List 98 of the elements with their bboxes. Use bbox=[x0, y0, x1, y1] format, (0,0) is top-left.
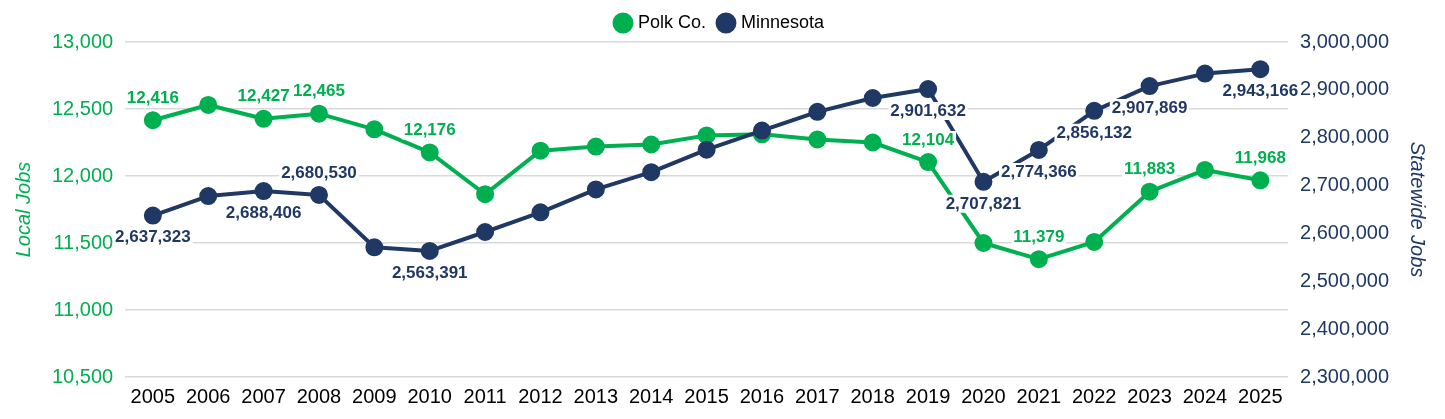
y2-tick-label: 2,500,000 bbox=[1300, 268, 1390, 291]
point bbox=[365, 120, 384, 139]
point bbox=[752, 121, 771, 140]
point bbox=[863, 133, 882, 152]
y2-tick-label: 2,700,000 bbox=[1300, 173, 1390, 196]
point bbox=[1140, 77, 1159, 96]
y-tick-label: 11,000 bbox=[53, 297, 114, 320]
x-tick-label: 2020 bbox=[961, 384, 1006, 407]
data-label: 12,416 bbox=[126, 87, 179, 107]
x-tick-label: 2011 bbox=[463, 384, 507, 407]
point bbox=[1085, 232, 1104, 251]
y2-tick-label: 3,000,000 bbox=[1300, 29, 1390, 52]
data-label: 2,707,821 bbox=[945, 193, 1022, 213]
point bbox=[143, 206, 162, 225]
data-label: 12,465 bbox=[292, 81, 345, 101]
point bbox=[919, 80, 938, 99]
data-label: 12,176 bbox=[403, 120, 456, 140]
point bbox=[1195, 64, 1214, 83]
point bbox=[199, 95, 218, 114]
data-label: 2,688,406 bbox=[225, 202, 302, 222]
point bbox=[1251, 171, 1270, 190]
point bbox=[531, 141, 550, 160]
x-tick-label: 2017 bbox=[795, 384, 840, 407]
data-label: 12,427 bbox=[237, 86, 290, 106]
point bbox=[476, 185, 495, 204]
y2-tick-label: 2,800,000 bbox=[1300, 125, 1390, 148]
x-tick-label: 2008 bbox=[296, 384, 342, 407]
data-label: 11,883 bbox=[1124, 159, 1176, 179]
point bbox=[531, 203, 550, 222]
x-tick-label: 2018 bbox=[850, 384, 895, 407]
y-tick-label: 12,000 bbox=[52, 163, 114, 186]
x-tick-label: 2006 bbox=[185, 384, 231, 407]
y-axis-title: Local Jobs bbox=[11, 161, 34, 258]
point bbox=[1195, 160, 1214, 179]
point bbox=[808, 130, 827, 149]
y2-tick-label: 2,600,000 bbox=[1300, 220, 1390, 243]
y-tick-label: 10,500 bbox=[52, 364, 114, 387]
point bbox=[919, 153, 938, 172]
point bbox=[1085, 101, 1104, 120]
data-label: 11,968 bbox=[1234, 147, 1286, 167]
x-tick-label: 2021 bbox=[1016, 384, 1062, 407]
point bbox=[586, 180, 605, 199]
point bbox=[1029, 140, 1048, 159]
x-tick-label: 2016 bbox=[739, 384, 785, 407]
point bbox=[697, 140, 716, 159]
x-tick-label: 2013 bbox=[573, 384, 619, 407]
point bbox=[642, 163, 661, 182]
point bbox=[1251, 60, 1270, 79]
x-tick-label: 2012 bbox=[518, 384, 563, 407]
point bbox=[254, 182, 273, 201]
data-label: 2,637,323 bbox=[115, 227, 191, 247]
point bbox=[309, 104, 328, 123]
data-label: 11,379 bbox=[1013, 226, 1065, 246]
data-label: 2,774,366 bbox=[1001, 161, 1077, 181]
point bbox=[642, 135, 661, 154]
x-tick-label: 2014 bbox=[628, 384, 674, 407]
point bbox=[143, 111, 162, 130]
point bbox=[863, 88, 882, 107]
y-tick-label: 12,500 bbox=[52, 96, 114, 119]
data-label: 2,680,530 bbox=[281, 162, 357, 182]
data-label: 2,907,869 bbox=[1111, 97, 1188, 117]
x-tick-label: 2010 bbox=[407, 384, 452, 407]
point bbox=[974, 172, 993, 191]
point bbox=[586, 137, 605, 156]
point bbox=[365, 238, 384, 257]
data-label: 2,856,132 bbox=[1056, 122, 1133, 142]
data-label: 2,943,166 bbox=[1222, 80, 1299, 100]
x-tick-label: 2025 bbox=[1238, 384, 1283, 407]
point bbox=[974, 234, 993, 252]
y2-tick-label: 2,900,000 bbox=[1300, 77, 1390, 100]
data-label: 2,901,632 bbox=[890, 100, 966, 120]
legend-label: Minnesota bbox=[740, 11, 826, 32]
x-tick-label: 2022 bbox=[1071, 384, 1117, 407]
point bbox=[254, 109, 273, 128]
point bbox=[309, 185, 328, 204]
x-tick-label: 2023 bbox=[1127, 384, 1172, 407]
point bbox=[420, 143, 439, 162]
x-tick-label: 2019 bbox=[905, 384, 951, 407]
point bbox=[1029, 250, 1048, 269]
point bbox=[199, 187, 218, 206]
point bbox=[1140, 182, 1159, 201]
x-tick-label: 2005 bbox=[130, 384, 176, 407]
y2-tick-label: 2,400,000 bbox=[1300, 316, 1390, 339]
point bbox=[697, 126, 716, 145]
y-tick-label: 11,500 bbox=[53, 230, 114, 253]
x-tick-label: 2009 bbox=[352, 384, 397, 407]
point bbox=[420, 241, 439, 260]
y2-tick-label: 2,300,000 bbox=[1300, 364, 1390, 387]
data-label: 2,563,391 bbox=[391, 262, 468, 282]
point bbox=[808, 102, 827, 121]
legend-label: Polk Co. bbox=[637, 11, 706, 32]
x-tick-label: 2024 bbox=[1182, 384, 1228, 407]
y-tick-label: 13,000 bbox=[52, 29, 114, 52]
data-label: 12,104 bbox=[902, 129, 955, 149]
x-tick-label: 2007 bbox=[241, 384, 286, 407]
y2-axis-title: Statewide Jobs bbox=[1407, 141, 1430, 278]
x-tick-label: 2015 bbox=[684, 384, 729, 407]
point bbox=[476, 222, 495, 241]
